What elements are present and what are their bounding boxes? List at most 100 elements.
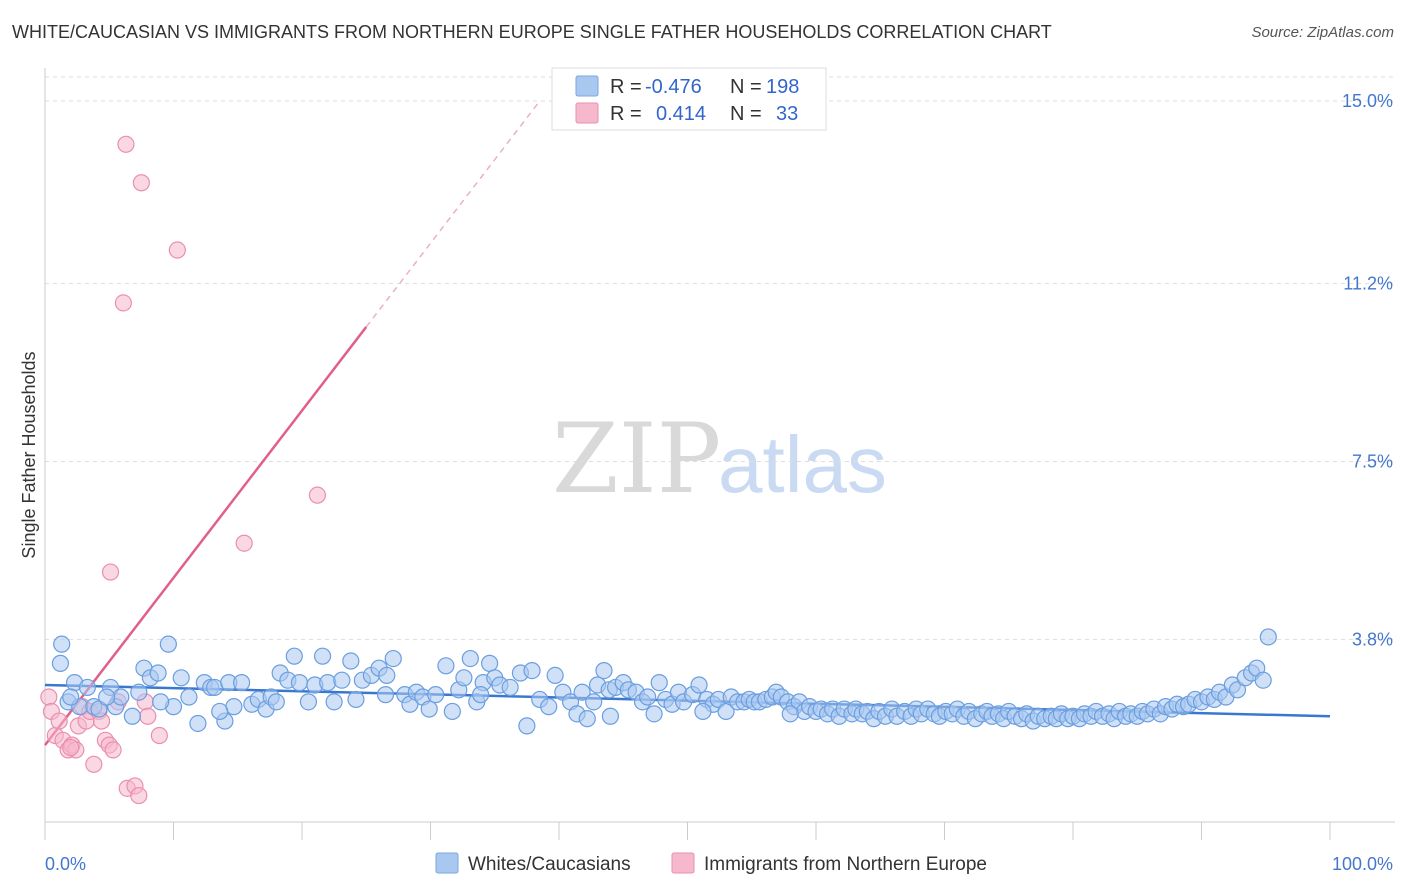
whites-point-15 [149, 664, 167, 682]
whites-point-59 [461, 649, 479, 668]
whites-point-12 [130, 683, 148, 701]
x-tick-label-0: 0.0% [45, 854, 86, 874]
immigrants-point-30 [235, 534, 253, 552]
source-credit: Source: ZipAtlas.com [1251, 24, 1394, 41]
whites-point-47 [378, 666, 396, 685]
y-tick-label-2: 11.2% [1343, 274, 1393, 294]
whites-point-79 [595, 661, 613, 680]
whites-point-48 [384, 649, 402, 668]
whites-point-16 [159, 635, 177, 653]
immigrants-point-23 [139, 707, 157, 725]
whites-point-40 [325, 693, 343, 711]
whites-point-19 [180, 688, 198, 706]
whites-point-191 [1259, 628, 1277, 646]
whites-point-94 [690, 676, 708, 694]
whites-point-194 [152, 693, 170, 711]
correlation-legend: R = -0.476 N = 198 R = 0.414 N = 33 [551, 67, 827, 131]
legend-r-value-whites: -0.476 [645, 76, 702, 98]
y-axis-title: Single Father Households [19, 351, 39, 558]
whites-point-71 [546, 666, 564, 685]
whites-point-27 [233, 674, 251, 692]
series-legend-swatch-immigrants [671, 852, 695, 874]
whites-point-65 [501, 678, 519, 697]
y-tick-label-3: 15.0% [1342, 91, 1393, 111]
y-tick-label-0: 3.8% [1352, 629, 1393, 649]
whites-point-193 [98, 688, 116, 706]
legend-n-value-immigrants: 33 [776, 103, 798, 125]
legend-n-label-whites: N = [730, 76, 762, 98]
whites-point-18 [172, 669, 190, 687]
immigrants-trend-line [44, 326, 368, 746]
whites-point-38 [313, 647, 332, 665]
gridlines [45, 76, 1395, 640]
watermark-atlas: atlas [718, 420, 887, 509]
whites-point-197 [376, 686, 395, 704]
whites-point-35 [290, 674, 309, 692]
whites-point-198 [472, 686, 490, 704]
whites-point-39 [319, 674, 337, 692]
immigrants-point-24 [150, 726, 168, 745]
whites-point-20 [189, 714, 207, 733]
whites-point-76 [578, 710, 596, 728]
immigrants-point-26 [114, 294, 132, 312]
watermark-zip: ZIP [552, 403, 721, 515]
legend-n-value-whites: 198 [766, 76, 799, 98]
series-legend-label-immigrants: Immigrants from Northern Europe [704, 854, 987, 875]
x-tick-labels: 0.0% 100.0% [45, 854, 1393, 874]
immigrants-point-17 [104, 741, 122, 759]
immigrants-point-21 [130, 786, 148, 805]
whites-point-87 [645, 705, 663, 723]
chart-title: WHITE/CAUCASIAN VS IMMIGRANTS FROM NORTH… [12, 22, 1052, 42]
whites-point-190 [1254, 671, 1272, 689]
whites-point-199 [601, 707, 620, 725]
whites-point-192 [62, 688, 80, 706]
whites-point-88 [650, 674, 668, 692]
whites-point-7 [90, 700, 108, 718]
whites-point-34 [285, 647, 303, 665]
whites-point-11 [123, 707, 141, 725]
immigrants-trend-extension [365, 100, 541, 328]
legend-swatch-whites [575, 75, 599, 97]
whites-point-196 [267, 693, 285, 711]
whites-point-67 [518, 717, 536, 735]
immigrants-point-3 [50, 712, 68, 730]
immigrants-point-27 [117, 135, 135, 153]
series-immigrants-points [40, 135, 327, 805]
y-tick-label-1: 7.5% [1352, 452, 1393, 472]
whites-point-201 [781, 705, 799, 723]
whites-point-86 [639, 688, 657, 706]
series-legend-swatch-whites [435, 852, 459, 874]
whites-point-0 [51, 654, 70, 672]
immigrants-point-0 [40, 688, 58, 706]
legend-n-label-immigrants: N = [730, 103, 762, 125]
legend-r-value-immigrants: 0.414 [656, 103, 706, 125]
whites-point-58 [455, 669, 473, 687]
watermark: ZIP atlas [552, 403, 887, 515]
whites-point-77 [585, 693, 603, 711]
whites-point-43 [347, 690, 365, 709]
whites-point-53 [420, 700, 438, 718]
whites-point-56 [443, 702, 461, 721]
whites-point-54 [427, 686, 445, 704]
legend-r-label-immigrants: R = [610, 103, 642, 125]
whites-point-1 [53, 635, 71, 653]
whites-point-62 [481, 654, 499, 672]
series-legend-label-whites: Whites/Caucasians [468, 854, 631, 875]
immigrants-point-28 [132, 174, 150, 192]
whites-point-55 [437, 657, 455, 675]
legend-r-label-whites: R = [610, 76, 642, 98]
immigrants-point-31 [308, 486, 327, 504]
whites-point-42 [342, 652, 360, 670]
series-whites-points [51, 628, 1277, 735]
whites-point-195 [211, 702, 229, 721]
whites-point-41 [333, 671, 351, 689]
axes [44, 68, 1395, 840]
whites-point-186 [1228, 681, 1247, 699]
whites-point-70 [540, 698, 558, 716]
whites-point-200 [694, 702, 712, 721]
whites-point-36 [299, 693, 318, 711]
series-legend: Whites/Caucasians Immigrants from Northe… [435, 852, 987, 875]
legend-swatch-immigrants [575, 102, 599, 124]
immigrants-point-25 [101, 563, 120, 581]
